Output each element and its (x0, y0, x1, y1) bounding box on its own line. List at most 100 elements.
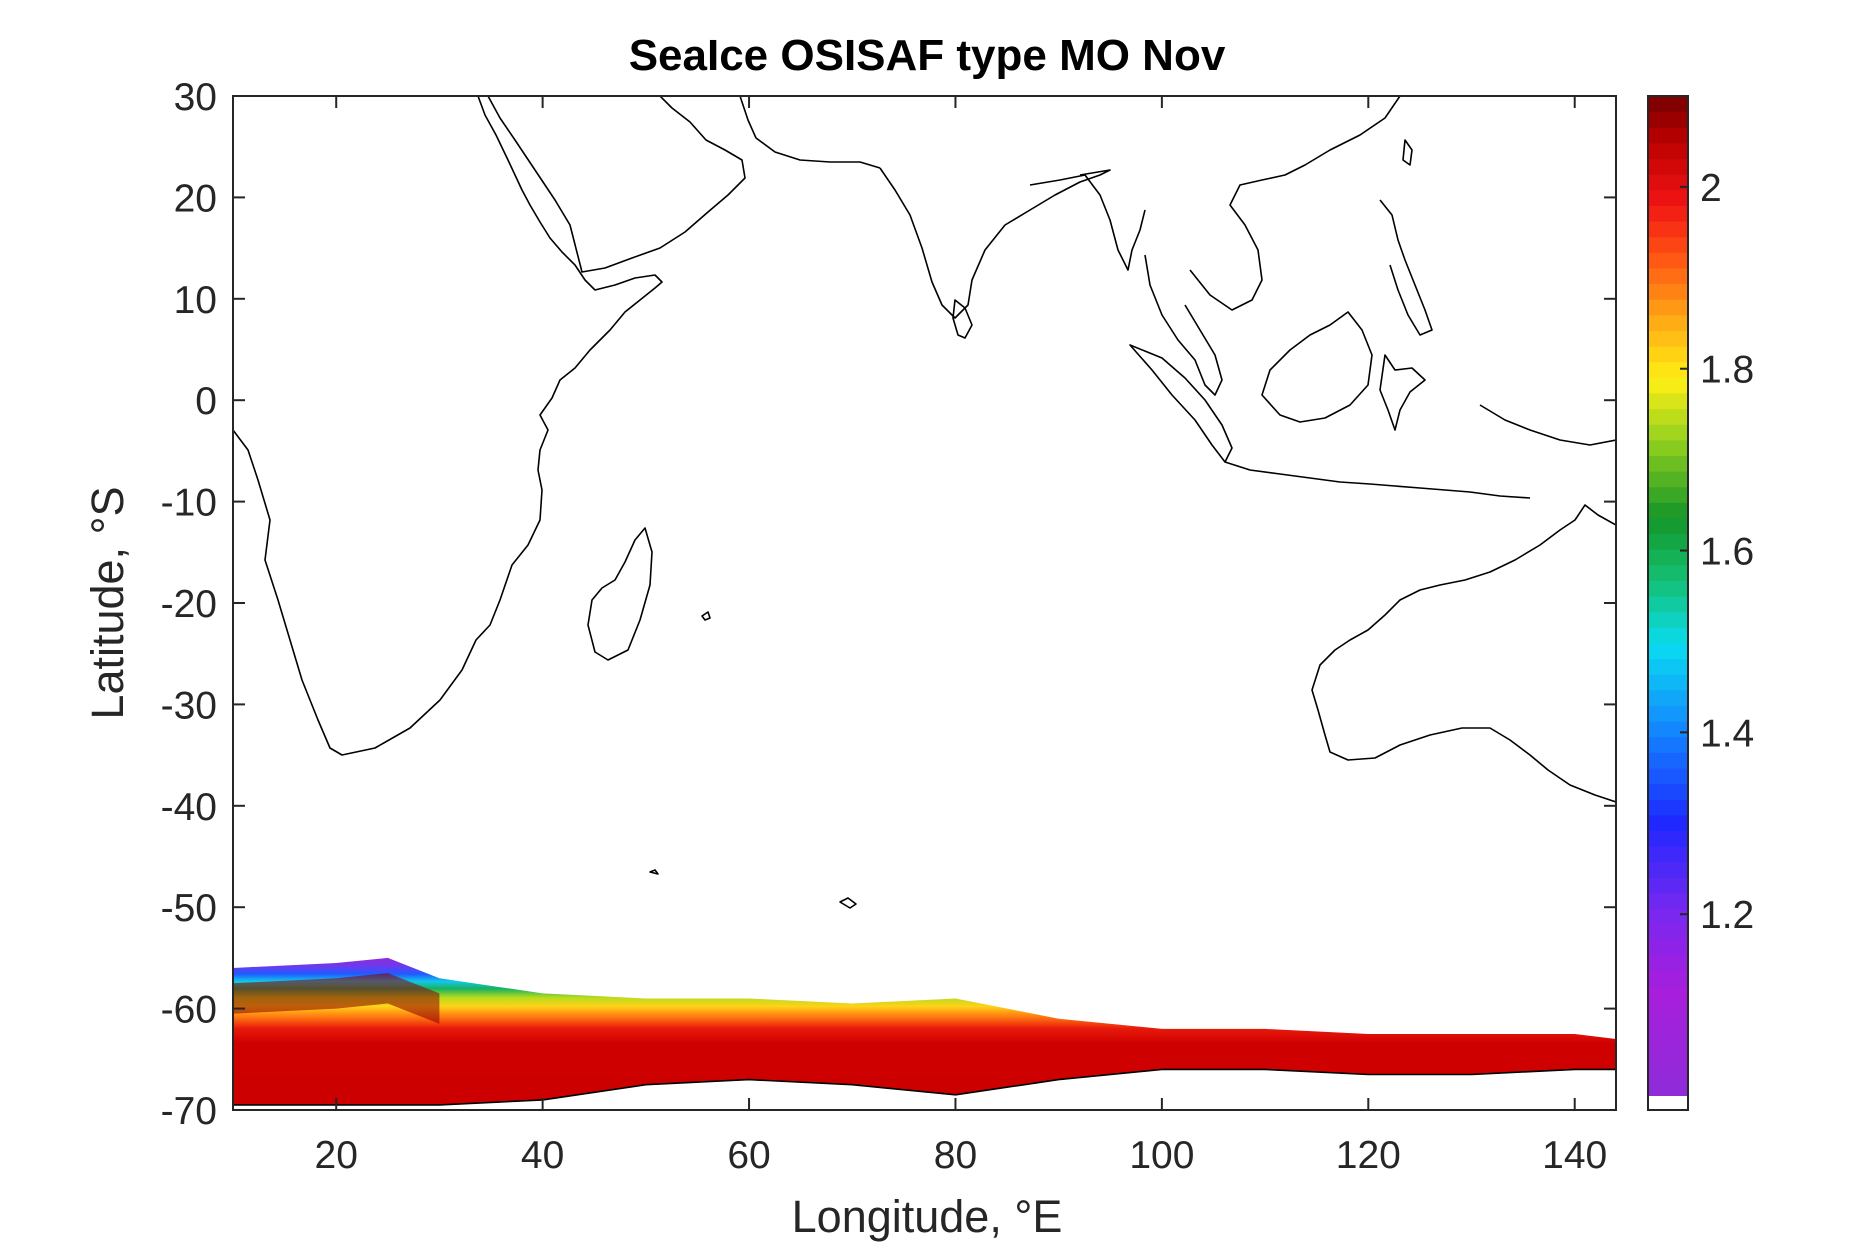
sri-lanka-coastline (952, 299, 973, 339)
map-layer (233, 96, 1616, 1106)
colorbar-swatch (1648, 877, 1688, 894)
colorbar-swatch (1648, 924, 1688, 941)
colorbar-swatch (1648, 1049, 1688, 1066)
plot-area (233, 96, 1616, 1110)
colorbar-swatch (1648, 455, 1688, 472)
colorbar-swatch (1648, 705, 1688, 722)
colorbar-swatch (1648, 736, 1688, 753)
colorbar-swatch (1648, 955, 1688, 972)
x-tick-label: 80 (934, 1134, 977, 1177)
colorbar-swatch (1648, 142, 1688, 160)
colorbar-swatch (1648, 299, 1688, 316)
x-axis: 20 40 60 80 100 120 140 (315, 96, 1607, 1177)
colorbar-swatch (1648, 1002, 1688, 1019)
colorbar-swatch (1648, 908, 1688, 925)
y-tick-label: -50 (161, 887, 217, 930)
x-tick-label: 140 (1542, 1134, 1607, 1177)
colorbar-swatch (1648, 174, 1688, 191)
colorbar-swatch (1648, 267, 1688, 285)
colorbar-swatch (1648, 439, 1688, 456)
colorbar-swatch (1648, 517, 1688, 535)
colorbar-swatch (1648, 252, 1688, 269)
sumatra-coastline (1129, 344, 1233, 463)
colorbar-swatch (1648, 799, 1688, 816)
sea-ice-high-value-patch (233, 973, 440, 1024)
colorbar-swatch (1648, 830, 1688, 847)
colorbar-swatch (1648, 486, 1688, 503)
y-tick-label: -40 (161, 786, 217, 829)
australia-coastline (1311, 504, 1616, 803)
colorbar-swatch (1648, 939, 1688, 956)
colorbar-swatch (1648, 283, 1688, 300)
colorbar-swatch (1648, 642, 1688, 660)
colorbar-swatch (1648, 596, 1688, 613)
java-coastline (1224, 461, 1531, 499)
y-axis-label: Latitude, °S (82, 486, 133, 719)
colorbar-swatch (1648, 424, 1688, 441)
y-tick-label: -30 (161, 684, 217, 727)
y-tick-label: 20 (174, 177, 217, 220)
colorbar-swatch (1648, 611, 1688, 628)
colorbar-swatch (1648, 205, 1688, 222)
colorbar-swatch (1648, 861, 1688, 878)
colorbar-swatch (1648, 330, 1688, 347)
colorbar-swatch (1648, 96, 1688, 113)
colorbar-swatch (1648, 408, 1688, 425)
madagascar-coastline (587, 527, 653, 661)
y-tick-label: 10 (174, 279, 217, 322)
y-tick-label: -60 (161, 989, 217, 1032)
colorbar-swatch (1648, 752, 1688, 769)
x-tick-label: 60 (727, 1134, 770, 1177)
chart-title: SeaIce OSISAF type MO Nov (629, 31, 1226, 80)
colorbar-swatch (1648, 783, 1688, 800)
colorbar-swatch (1648, 658, 1688, 675)
colorbar-swatch (1648, 1017, 1688, 1035)
y-tick-label: -70 (161, 1090, 217, 1133)
crozet-island (649, 869, 659, 875)
colorbar-swatch (1648, 377, 1688, 394)
colorbar-swatch (1648, 221, 1688, 238)
malay-coastline (1144, 254, 1223, 396)
colorbar-swatch (1648, 767, 1688, 785)
colorbar-swatch (1648, 361, 1688, 378)
colorbar-swatch (1648, 986, 1688, 1003)
colorbar-swatch (1648, 721, 1688, 738)
colorbar-swatch (1648, 189, 1688, 206)
africa-coastline (233, 96, 663, 756)
colorbar-tick-label: 1.6 (1700, 531, 1754, 574)
sulawesi-coastline (1379, 354, 1426, 431)
colorbar-swatch (1648, 533, 1688, 550)
colorbar-tick-label: 1.2 (1700, 894, 1754, 937)
x-tick-label: 40 (521, 1134, 564, 1177)
y-tick-label: 30 (174, 76, 217, 119)
colorbar-swatch (1648, 814, 1688, 831)
arabia-coastline (487, 96, 746, 273)
colorbar-swatch (1648, 1033, 1688, 1050)
colorbar-swatch (1648, 549, 1688, 566)
x-tick-label: 120 (1336, 1134, 1401, 1177)
kerguelen-island (839, 897, 857, 909)
colorbar-swatch (1648, 111, 1688, 128)
colorbar-swatch (1648, 846, 1688, 863)
colorbar-swatch (1648, 1080, 1688, 1097)
india-coastline (879, 167, 1111, 319)
colorbar-swatch (1648, 127, 1688, 144)
colorbar: 1.2 1.4 1.6 1.8 2 (1647, 95, 1754, 1111)
colorbar-swatch (1648, 674, 1688, 691)
mascarene-island (701, 611, 711, 621)
colorbar-tick-label: 1.8 (1700, 349, 1754, 392)
colorbar-swatch (1648, 689, 1688, 706)
y-tick-label: -20 (161, 583, 217, 626)
colorbar-swatch (1648, 471, 1688, 488)
colorbar-tick-label: 2 (1700, 167, 1722, 210)
colorbar-frame (1647, 95, 1689, 1111)
borneo-coastline (1261, 311, 1373, 423)
antarctica-coastline (233, 1068, 1616, 1106)
x-tick-label: 20 (315, 1134, 358, 1177)
colorbar-zero-swatch (1648, 1096, 1688, 1110)
x-axis-label: Longitude, °E (792, 1191, 1063, 1242)
colorbar-swatch (1648, 314, 1688, 331)
sea-ice-concentration-area (233, 957, 1616, 1105)
colorbar-swatch (1648, 627, 1688, 644)
y-tick-label: 0 (195, 380, 217, 423)
